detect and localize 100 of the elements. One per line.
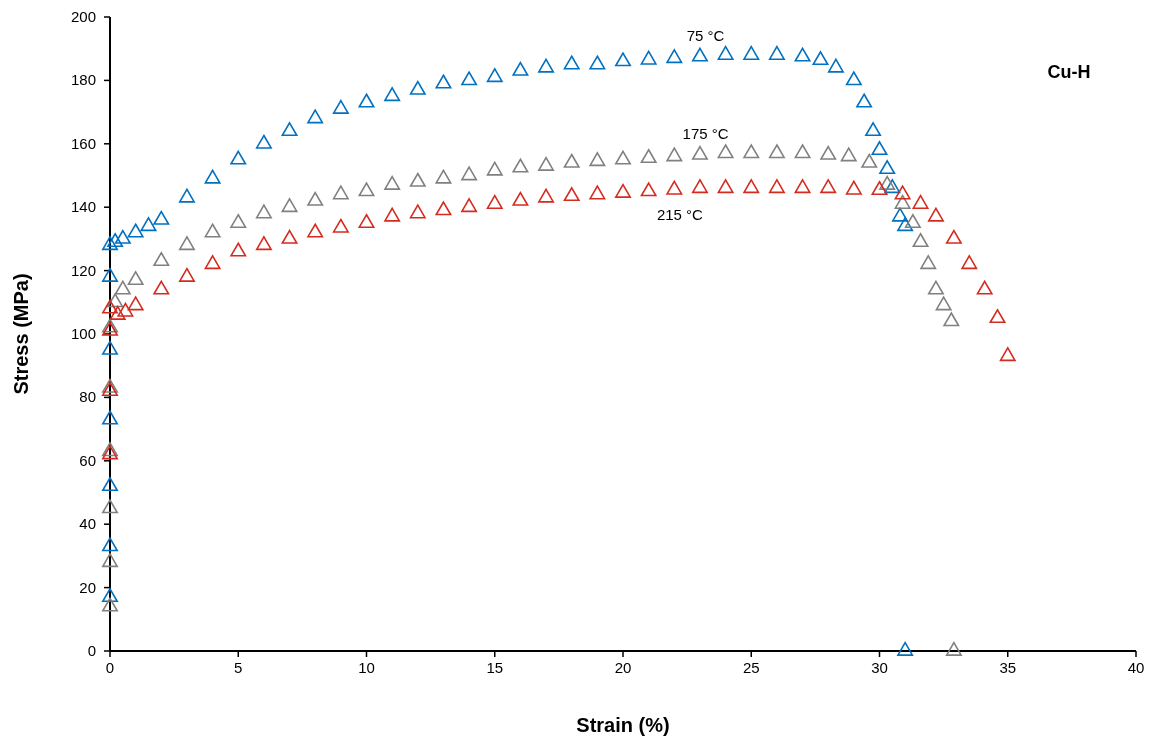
point bbox=[666, 180, 683, 195]
point bbox=[204, 255, 221, 270]
point bbox=[871, 180, 888, 196]
point bbox=[101, 587, 119, 603]
point bbox=[589, 55, 606, 70]
point bbox=[717, 45, 734, 60]
point bbox=[945, 229, 962, 244]
point bbox=[794, 144, 811, 159]
point bbox=[435, 74, 452, 89]
point bbox=[840, 147, 857, 162]
y-tick-label: 200 bbox=[70, 8, 96, 25]
series-label: 175 °C bbox=[682, 125, 729, 143]
point bbox=[178, 188, 195, 203]
point bbox=[892, 207, 909, 222]
x-tick-label: 5 bbox=[234, 659, 243, 676]
y-tick-label: 100 bbox=[70, 325, 96, 342]
point bbox=[563, 186, 580, 202]
point bbox=[666, 147, 683, 162]
point bbox=[935, 296, 952, 311]
point bbox=[384, 87, 401, 102]
point bbox=[989, 309, 1006, 324]
point bbox=[538, 188, 555, 203]
y-tick-label: 0 bbox=[87, 642, 96, 659]
point bbox=[897, 641, 914, 656]
point bbox=[614, 52, 632, 67]
point bbox=[912, 232, 929, 248]
point bbox=[461, 198, 478, 213]
point bbox=[101, 477, 119, 492]
x-tick-label: 35 bbox=[999, 659, 1017, 676]
point bbox=[358, 93, 375, 108]
point bbox=[768, 144, 785, 159]
point bbox=[255, 134, 272, 149]
point bbox=[691, 47, 708, 62]
y-tick-label: 80 bbox=[79, 388, 96, 406]
point bbox=[691, 145, 708, 160]
point bbox=[845, 180, 862, 195]
point bbox=[768, 179, 785, 194]
point bbox=[563, 55, 580, 70]
point bbox=[435, 201, 452, 216]
point bbox=[204, 223, 221, 238]
point bbox=[281, 198, 298, 213]
point bbox=[904, 213, 921, 229]
y-tick-label: 120 bbox=[70, 261, 96, 279]
point bbox=[101, 299, 119, 314]
point bbox=[743, 144, 760, 159]
point bbox=[927, 207, 944, 222]
point bbox=[976, 280, 993, 295]
point bbox=[794, 179, 811, 194]
point bbox=[861, 153, 878, 168]
point bbox=[409, 172, 426, 187]
point bbox=[204, 169, 221, 184]
point bbox=[512, 158, 529, 173]
point bbox=[384, 207, 401, 222]
point bbox=[717, 179, 734, 194]
point bbox=[614, 150, 632, 165]
point bbox=[230, 150, 247, 165]
point bbox=[820, 179, 837, 194]
y-tick-label: 140 bbox=[70, 198, 96, 216]
point bbox=[384, 175, 401, 190]
x-tick-label: 20 bbox=[614, 659, 632, 676]
point bbox=[794, 47, 811, 62]
point bbox=[461, 71, 478, 86]
point bbox=[717, 144, 734, 159]
point bbox=[920, 255, 937, 270]
x-tick-label: 10 bbox=[358, 659, 375, 676]
series-label: 215 °C bbox=[656, 206, 704, 224]
point bbox=[117, 302, 134, 317]
point bbox=[999, 347, 1016, 362]
point bbox=[912, 194, 929, 209]
point bbox=[640, 182, 657, 197]
point bbox=[127, 296, 144, 311]
point bbox=[127, 270, 144, 286]
point bbox=[879, 175, 896, 190]
point bbox=[153, 210, 170, 225]
point bbox=[743, 45, 760, 60]
point bbox=[140, 217, 157, 232]
point bbox=[153, 251, 170, 267]
y-tick-label: 60 bbox=[79, 451, 96, 469]
x-tick-label: 25 bbox=[742, 659, 760, 676]
point bbox=[486, 68, 503, 83]
point bbox=[307, 191, 324, 206]
point bbox=[358, 182, 375, 197]
point bbox=[109, 305, 126, 320]
point bbox=[230, 213, 247, 229]
point bbox=[178, 236, 195, 251]
point bbox=[461, 166, 478, 181]
point bbox=[101, 537, 119, 552]
point bbox=[884, 179, 901, 194]
point bbox=[486, 194, 503, 209]
point bbox=[307, 223, 324, 238]
point bbox=[178, 267, 195, 282]
point bbox=[812, 50, 829, 66]
point bbox=[512, 61, 529, 76]
y-tick-label: 160 bbox=[70, 134, 96, 152]
point bbox=[127, 223, 144, 238]
x-axis-title: Strain (%) bbox=[576, 714, 670, 736]
point bbox=[856, 93, 873, 108]
point bbox=[332, 99, 349, 114]
point bbox=[107, 232, 124, 248]
point bbox=[871, 141, 888, 156]
